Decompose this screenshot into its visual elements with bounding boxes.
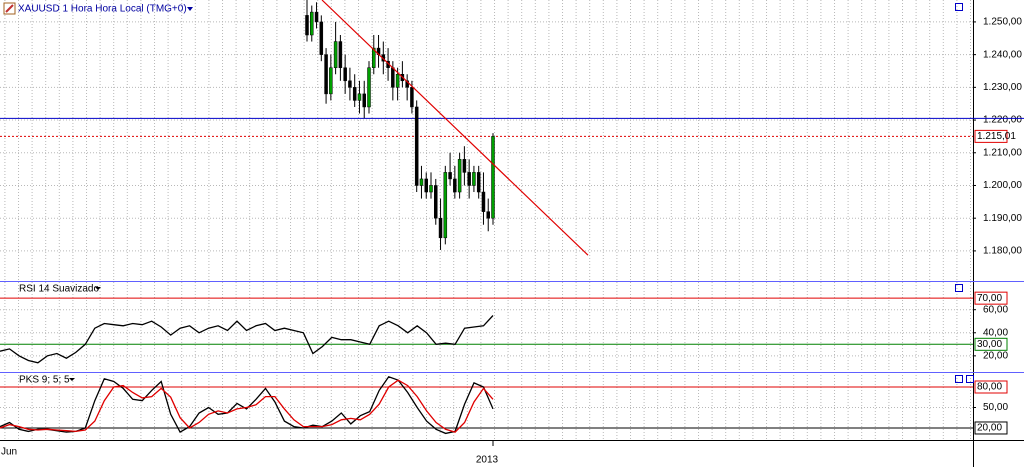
- candle-body: [491, 136, 495, 219]
- candle-body: [486, 211, 490, 219]
- candle-body: [314, 11, 319, 23]
- candle-body: [372, 47, 376, 68]
- candle-body: [329, 67, 333, 95]
- candle-body: [352, 87, 357, 101]
- indicator-line: [0, 315, 494, 364]
- price-label-box: [974, 421, 1008, 435]
- price-label: 1.215,01: [977, 131, 1016, 142]
- price-label: 70,00: [977, 293, 1002, 304]
- candle-body: [395, 74, 400, 88]
- candle-body: [348, 80, 352, 88]
- candle-body: [324, 54, 328, 95]
- candle-body: [343, 67, 347, 82]
- candle-body: [476, 172, 481, 193]
- candle-body: [453, 178, 457, 193]
- candle-body: [310, 11, 314, 36]
- pks-header: PKS 9; 5; 5: [19, 375, 974, 386]
- candle-body: [443, 172, 448, 239]
- y-tick-label: 1.250,00: [983, 17, 1022, 28]
- candle-body: [419, 178, 424, 186]
- dropdown-arrow[interactable]: [69, 378, 75, 381]
- y-tick-label: 1.180,00: [983, 246, 1022, 257]
- rsi-header: RSI 14 Suavizado: [19, 284, 963, 295]
- y-tick-label: 1.190,00: [983, 213, 1022, 224]
- dropdown-arrow[interactable]: [187, 7, 193, 11]
- maximize-button[interactable]: [955, 375, 963, 383]
- maximize-button[interactable]: [955, 284, 963, 292]
- candle-body: [424, 178, 428, 193]
- candle-body: [333, 41, 338, 68]
- y-tick-label: 1.200,00: [983, 180, 1022, 191]
- candle-body: [457, 159, 462, 193]
- x-tick-label: Jun: [1, 447, 17, 458]
- candle-body: [319, 21, 324, 55]
- dropdown-arrow[interactable]: [95, 287, 101, 290]
- maximize-button[interactable]: [955, 3, 963, 11]
- candle-body: [338, 41, 343, 68]
- panel-title[interactable]: PKS 9; 5; 5: [19, 375, 70, 386]
- candle-body: [467, 172, 471, 186]
- candle-body: [462, 159, 467, 173]
- symbol-icon: [5, 4, 14, 13]
- candle-body: [472, 172, 476, 186]
- close-button[interactable]: [966, 375, 974, 383]
- y-tick-label: 1.210,00: [983, 147, 1022, 158]
- price-label-box: [974, 129, 1008, 143]
- candle-body: [410, 87, 414, 108]
- y-tick-label: 1.230,00: [983, 82, 1022, 93]
- candle-body: [481, 191, 486, 212]
- price-label-box: [974, 337, 1008, 351]
- trend-line: [321, 0, 589, 256]
- price-label: 80,00: [977, 382, 1002, 393]
- price-label-box: [974, 291, 1008, 305]
- panel-title[interactable]: RSI 14 Suavizado: [19, 284, 99, 295]
- candle-body: [305, 15, 309, 36]
- candle-body: [362, 93, 366, 108]
- y-tick-label: 50,00: [983, 402, 1008, 413]
- candle-body: [438, 217, 443, 239]
- chart-header: XAUUSD 1 Hora Hora Local (TMG+0): [3, 2, 963, 15]
- candle-body: [429, 185, 433, 193]
- y-tick-label: 40,00: [983, 327, 1008, 338]
- x-tick-label: 2013: [476, 455, 499, 466]
- candle-body: [405, 80, 409, 88]
- price-label: 20,00: [977, 423, 1002, 434]
- y-tick-label: 1.220,00: [983, 115, 1022, 126]
- indicator-line: [0, 376, 494, 435]
- y-tick-label: 1.240,00: [983, 49, 1022, 60]
- candle-body: [448, 172, 452, 180]
- chart-title[interactable]: XAUUSD 1 Hora Hora Local (TMG+0): [18, 4, 187, 15]
- price-label-box: [974, 380, 1008, 394]
- candle-body: [434, 185, 438, 219]
- candle-body: [367, 67, 371, 108]
- vertical-grid: [0, 0, 973, 440]
- price-label: 30,00: [977, 339, 1002, 350]
- y-tick-label: 60,00: [983, 304, 1008, 315]
- candle-body: [357, 93, 362, 101]
- candle-body: [391, 67, 395, 88]
- y-tick-label: 20,00: [983, 350, 1008, 361]
- indicator-line: [0, 379, 494, 433]
- candle-body: [414, 106, 419, 186]
